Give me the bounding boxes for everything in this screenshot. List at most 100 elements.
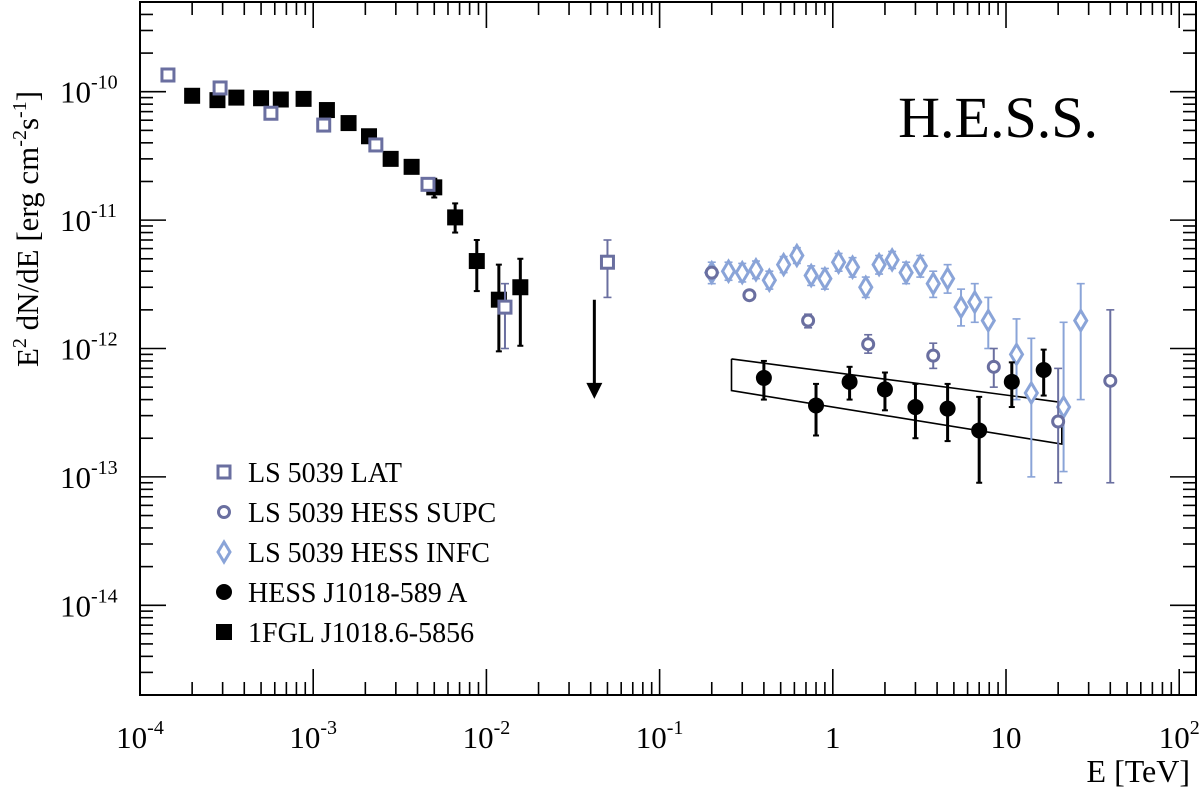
data-point: [1072, 307, 1089, 334]
legend: LS 5039 LAT LS 5039 HESS SUPC LS 5039 HESS…: [216, 458, 496, 649]
series-filled-circle: [755, 348, 1052, 484]
data-point: [295, 90, 312, 107]
y-tick-base: 10: [60, 75, 91, 110]
data-point: [447, 209, 464, 226]
data-point: [1051, 414, 1066, 429]
series-open-square: [160, 67, 615, 350]
data-point: [775, 251, 792, 278]
data-point: [599, 254, 615, 270]
y-tick-exp: -13: [91, 457, 118, 479]
data-point: [925, 270, 941, 297]
y-label-part: ]: [10, 91, 45, 101]
y-label-part: dN/dE [erg cm: [10, 147, 45, 338]
legend-marker: [216, 539, 232, 565]
x-tick-label: 10: [991, 720, 1022, 755]
data-point: [871, 251, 887, 278]
y-tick-label: 10-14: [60, 585, 118, 623]
x-tick-label: 10-2: [463, 717, 511, 755]
y-tick-label: 10-12: [60, 329, 118, 367]
data-point: [403, 158, 420, 175]
data-point: [253, 90, 270, 107]
data-point: [817, 265, 833, 292]
data-point: [468, 253, 485, 270]
data-point: [1023, 380, 1040, 406]
tick-labels: 10-4 10-3 10-2 10-1 1 10 10210-1010-1110-1210-…: [60, 72, 1200, 755]
data-point: [212, 80, 228, 96]
data-point: [876, 381, 893, 398]
data-point: [907, 399, 924, 416]
data-points: [160, 67, 1118, 484]
y-tick-base: 10: [60, 588, 91, 623]
x-tick-base: 10: [463, 720, 494, 755]
axis-ticks: [139, 1, 1196, 696]
data-point: [808, 397, 825, 414]
y-tick-exp: -10: [91, 72, 118, 94]
data-point: [748, 256, 764, 283]
x-tick-label: 1: [825, 720, 841, 755]
x-tick-label: 10-1: [636, 717, 684, 755]
data-point: [967, 289, 983, 315]
data-point: [830, 249, 847, 276]
data-point: [734, 259, 750, 286]
data-point: [755, 369, 772, 386]
y-label-sup: -2: [9, 130, 31, 147]
data-point: [497, 299, 513, 315]
y-label-part: E: [10, 348, 45, 367]
x-tick-exp: -3: [320, 717, 337, 739]
x-tick-exp: 2: [1190, 717, 1200, 739]
x-tick-base: 10: [289, 720, 320, 755]
legend-label: LS 5039 HESS SUPC: [248, 498, 496, 529]
data-point: [263, 105, 279, 121]
legend-label: LS 5039 LAT: [248, 458, 402, 489]
x-tick-exp: -2: [494, 717, 511, 739]
x-tick-base: 10: [636, 720, 667, 755]
data-point: [382, 150, 399, 167]
x-tick-base: 10: [1159, 720, 1190, 755]
data-point: [209, 92, 226, 109]
data-point: [986, 359, 1001, 374]
data-point: [939, 265, 956, 292]
legend-marker: [216, 624, 232, 640]
data-point: [858, 274, 874, 301]
legend-label: 1FGL J1018.6-5856: [248, 618, 474, 649]
data-point: [340, 115, 357, 132]
y-tick-base: 10: [60, 332, 91, 367]
legend-marker: [216, 464, 232, 480]
data-point: [971, 422, 988, 439]
data-point: [318, 102, 335, 119]
y-tick-base: 10: [60, 203, 91, 238]
data-point: [861, 337, 876, 352]
data-point: [228, 89, 245, 106]
legend-marker: [217, 505, 231, 519]
data-point: [184, 87, 201, 104]
x-tick-label: 10-4: [116, 717, 164, 755]
data-point: [926, 348, 941, 363]
y-tick-label: 10-13: [60, 457, 118, 495]
data-point: [720, 258, 737, 285]
x-axis-label: E [TeV]: [1087, 753, 1190, 789]
data-point: [160, 67, 176, 83]
data-point: [841, 373, 858, 390]
y-axis-label: E2 dN/dE [erg cm-2s-1]: [9, 91, 45, 367]
legend-marker: [216, 584, 232, 600]
data-point: [803, 262, 819, 289]
data-point: [704, 265, 719, 280]
x-tick-label: 102: [1159, 717, 1200, 755]
data-point: [368, 137, 384, 153]
data-point: [272, 91, 289, 108]
y-tick-label: 10-11: [60, 200, 117, 238]
data-point: [420, 176, 436, 192]
y-tick-exp: -11: [91, 200, 117, 222]
data-point: [1003, 373, 1020, 390]
fit-bowtie: [730, 358, 1063, 446]
y-tick-exp: -12: [91, 329, 118, 351]
x-tick-base: 1: [825, 720, 841, 755]
data-point: [898, 259, 914, 286]
data-point: [316, 117, 332, 133]
series-open-diamond: [703, 242, 1089, 478]
data-point: [1008, 341, 1025, 368]
x-tick-base: 10: [116, 720, 147, 755]
y-tick-base: 10: [60, 460, 91, 495]
y-tick-exp: -14: [91, 585, 118, 607]
y-label-sup: -1: [9, 101, 31, 118]
